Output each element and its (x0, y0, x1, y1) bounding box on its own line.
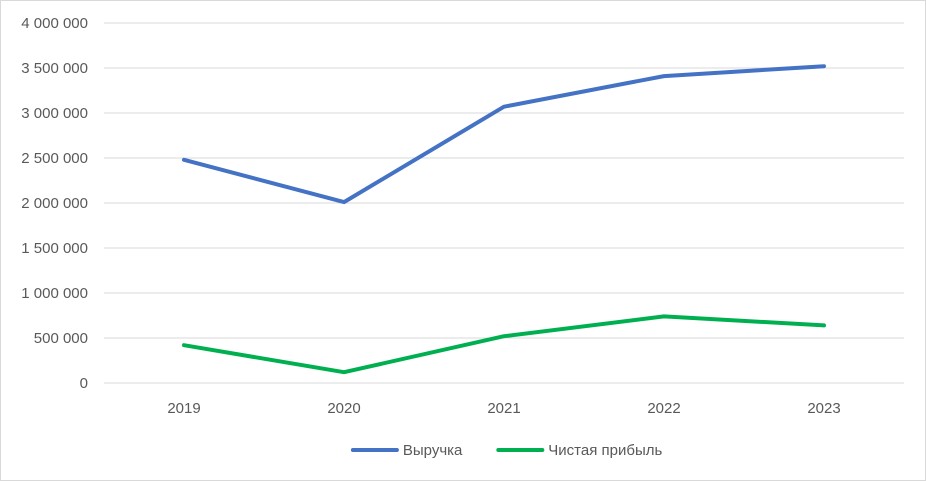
y-tick-label: 1 000 000 (21, 285, 88, 302)
x-tick-label: 2020 (327, 400, 360, 417)
x-tick-label: 2023 (807, 400, 840, 417)
series-line-0 (182, 64, 826, 205)
y-tick-labels: 0 500 000 1 000 000 1 500 000 2 000 000 2 500… (21, 15, 88, 392)
series-lines (182, 64, 826, 375)
legend-label-0: Выручка (403, 442, 463, 459)
x-tick-label: 2019 (167, 400, 200, 417)
x-tick-label: 2021 (487, 400, 520, 417)
series-line-1 (182, 314, 826, 375)
y-tick-label: 500 000 (34, 330, 88, 347)
legend: Выручка Чистая прибыль (350, 442, 662, 459)
y-tick-label: 2 000 000 (21, 195, 88, 212)
y-tick-label: 2 500 000 (21, 150, 88, 167)
x-tick-labels: 2019 2020 2021 2022 2023 (167, 400, 840, 417)
y-tick-label: 3 500 000 (21, 60, 88, 77)
y-tick-label: 3 000 000 (21, 105, 88, 122)
x-tick-label: 2022 (647, 400, 680, 417)
y-tick-label: 0 (80, 375, 88, 392)
legend-label-1: Чистая прибыль (548, 442, 662, 459)
y-tick-label: 4 000 000 (21, 15, 88, 32)
y-tick-label: 1 500 000 (21, 240, 88, 257)
